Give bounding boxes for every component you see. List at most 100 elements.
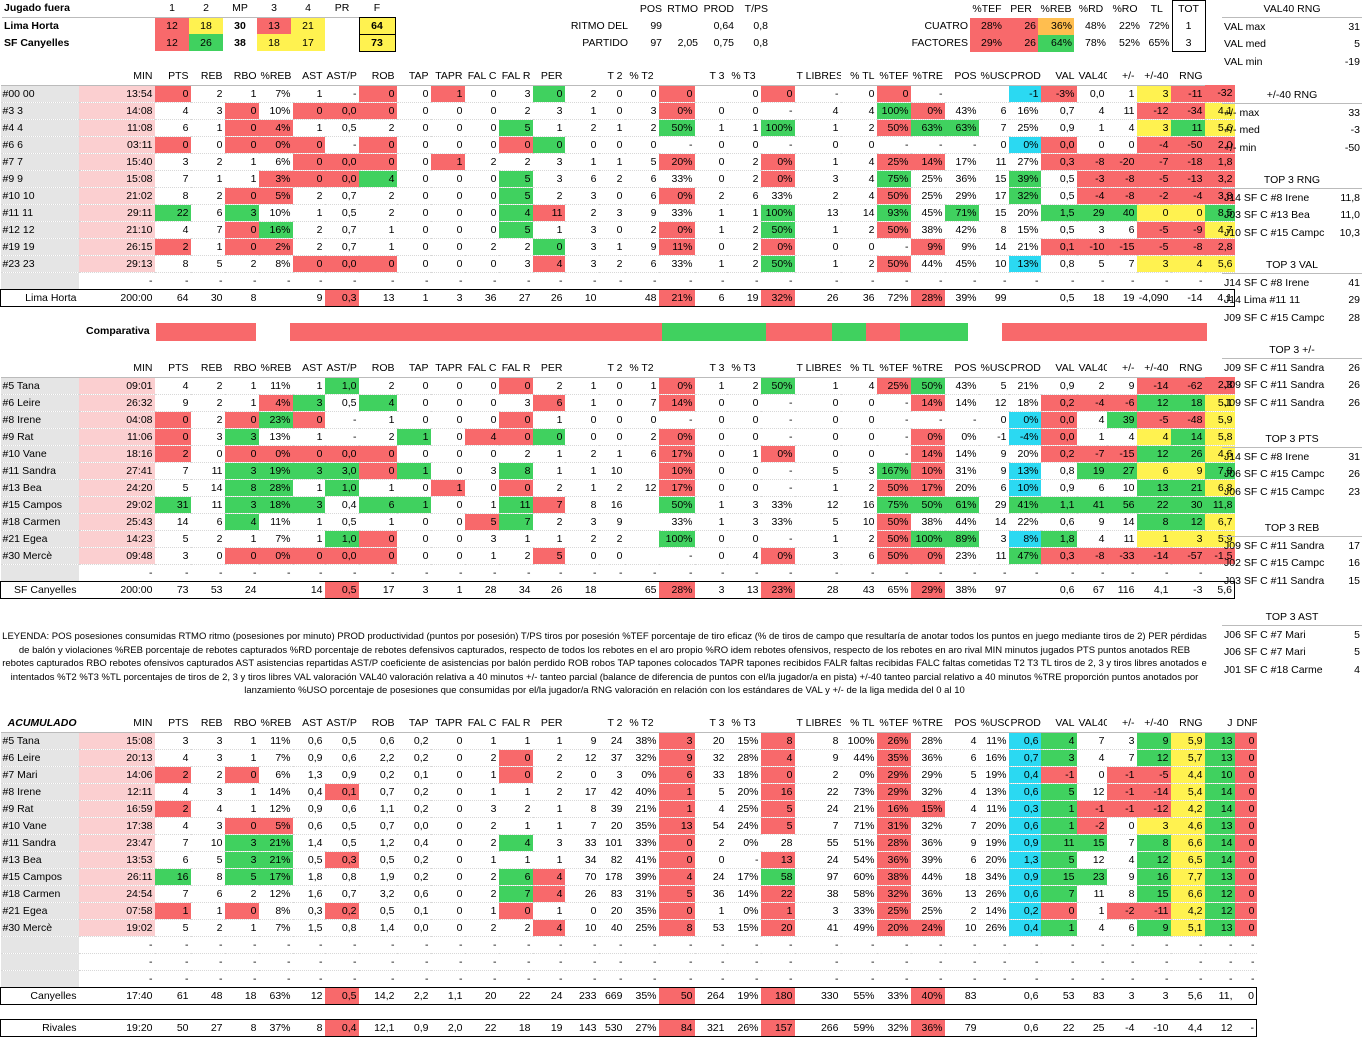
- stat-cell: 0: [154, 411, 191, 429]
- total-cell: 28%: [658, 580, 695, 599]
- stat-cell: 0%: [944, 428, 979, 446]
- stat-cell: 25%: [910, 170, 945, 188]
- stat-cell: 6: [564, 170, 599, 188]
- stat-cell: 1: [464, 902, 499, 920]
- total-cell: 5,6: [1170, 986, 1205, 1005]
- stat-cell: 15: [1136, 885, 1171, 903]
- column-header: [658, 360, 695, 378]
- blank-cell: -: [1136, 564, 1171, 582]
- stat-cell: 7%: [258, 85, 293, 103]
- total-cell: 0,5: [324, 986, 359, 1005]
- stat-cell: 3: [598, 204, 625, 222]
- total-cell: 266: [794, 1018, 841, 1037]
- stat-cell: 50%: [876, 187, 911, 205]
- stat-cell: 9: [624, 238, 659, 256]
- stat-cell: 5: [190, 851, 225, 869]
- stat-cell: 0: [464, 255, 499, 273]
- stat-cell: 0%: [258, 547, 293, 565]
- stat-cell: 0: [726, 428, 761, 446]
- column-header: PROD: [1008, 715, 1041, 733]
- stat-cell: 16: [840, 496, 877, 514]
- total-cell: 65: [624, 580, 659, 599]
- stat-cell: 3: [1106, 732, 1137, 750]
- player-row: #11 Sandra 23:47 7 10 3 21% 1,4 0,5 1,2 0,4 0 2 4 3 33…: [0, 834, 1290, 852]
- stat-cell: 83: [598, 885, 625, 903]
- stat-cell: 0: [694, 238, 727, 256]
- factor-value: 72%: [1148, 20, 1170, 32]
- total-cell: 43: [840, 580, 877, 599]
- stat-cell: 0: [1076, 766, 1107, 784]
- stat-cell: 1: [358, 411, 397, 429]
- stat-cell: 1: [564, 377, 599, 395]
- stat-cell: 0: [224, 817, 259, 835]
- blank-cell: -: [726, 272, 761, 290]
- stat-cell: 63%: [944, 119, 979, 137]
- stat-cell: 8: [154, 255, 191, 273]
- stat-cell: 3: [532, 153, 565, 171]
- stat-cell: 0%: [910, 547, 945, 565]
- stat-cell: 8: [564, 496, 599, 514]
- blank-cell: -: [840, 936, 877, 954]
- stat-cell: 4: [154, 817, 191, 835]
- stat-cell: 3: [190, 732, 225, 750]
- stat-cell: -34: [1170, 102, 1205, 120]
- blank-cell: -: [840, 953, 877, 971]
- stat-cell: 4: [1136, 428, 1171, 446]
- rhythm-value: 0,64: [713, 19, 734, 32]
- side-value: 10,3: [1339, 227, 1360, 240]
- stat-cell: 1,4: [358, 919, 397, 937]
- stat-cell: 1: [564, 102, 599, 120]
- side-label: J09 SF C #15 Campc: [1224, 312, 1325, 325]
- stat-cell: 1: [1040, 817, 1077, 835]
- side-label: J06 SF C #15 Campc: [1224, 486, 1325, 499]
- player-name: #9 9: [0, 170, 79, 188]
- total-cell: 84: [658, 1018, 695, 1037]
- stat-cell: 0: [726, 85, 761, 103]
- stat-cell: 0%: [658, 428, 695, 446]
- stat-cell: 0%: [658, 102, 695, 120]
- stat-cell: 0: [396, 255, 431, 273]
- stat-cell: 0: [396, 119, 431, 137]
- stat-cell: 6,5: [1170, 851, 1205, 869]
- factor-header: TL: [1150, 3, 1163, 15]
- stat-cell: 3: [1040, 749, 1077, 767]
- stat-cell: 1: [190, 170, 225, 188]
- stat-cell: 2: [464, 749, 499, 767]
- factor-value: 52%: [1118, 37, 1140, 49]
- blank-cell: -: [78, 564, 155, 582]
- stat-cell: 39%: [910, 851, 945, 869]
- stat-cell: 0: [430, 445, 465, 463]
- column-header: %USO: [978, 68, 1009, 86]
- stat-cell: 7,7: [1170, 868, 1205, 886]
- stat-cell: 0,2: [324, 902, 359, 920]
- score-header: 2: [203, 2, 209, 15]
- stat-cell: 0: [396, 479, 431, 497]
- factor-label: FACTORES: [911, 37, 968, 49]
- blank-cell: -: [324, 272, 359, 290]
- blank-cell: -: [910, 936, 945, 954]
- player-name: #7 Mari: [0, 766, 79, 784]
- stat-cell: 1: [694, 902, 727, 920]
- blank-cell: -: [464, 970, 499, 988]
- four-factors: %TEF PER %REB %RD %RO TL TOT CUATRO 28% 26 36% 48% 2…: [900, 0, 1210, 52]
- stat-cell: 17%: [258, 868, 293, 886]
- total-cell: 1,1: [430, 986, 465, 1005]
- total-cell: 3: [694, 580, 727, 599]
- blank-cell: -: [1234, 953, 1257, 971]
- side-label: +/- med: [1224, 124, 1260, 137]
- stat-cell: 2: [532, 377, 565, 395]
- player-row: #18 Carmen 25:43 14 6 4 11% 1 0,5 1 0 0 5 7 2 3 9 33% 1 3 3…: [0, 513, 1235, 531]
- stat-cell: 5,1: [1170, 919, 1205, 937]
- stat-cell: 15:08: [78, 170, 155, 188]
- column-header: %REB: [258, 715, 293, 733]
- stat-cell: 1: [292, 513, 325, 531]
- stat-cell: 0: [430, 783, 465, 801]
- stat-cell: 0: [598, 221, 625, 239]
- stat-cell: 1: [694, 377, 727, 395]
- total-cell: 26: [794, 288, 841, 307]
- side-label: J10 SF C #15 Campc: [1224, 227, 1325, 240]
- factor-header: PER: [1010, 3, 1032, 15]
- column-header: PTS: [154, 68, 191, 86]
- column-header: % T3: [726, 68, 761, 86]
- stat-cell: 24: [794, 800, 841, 818]
